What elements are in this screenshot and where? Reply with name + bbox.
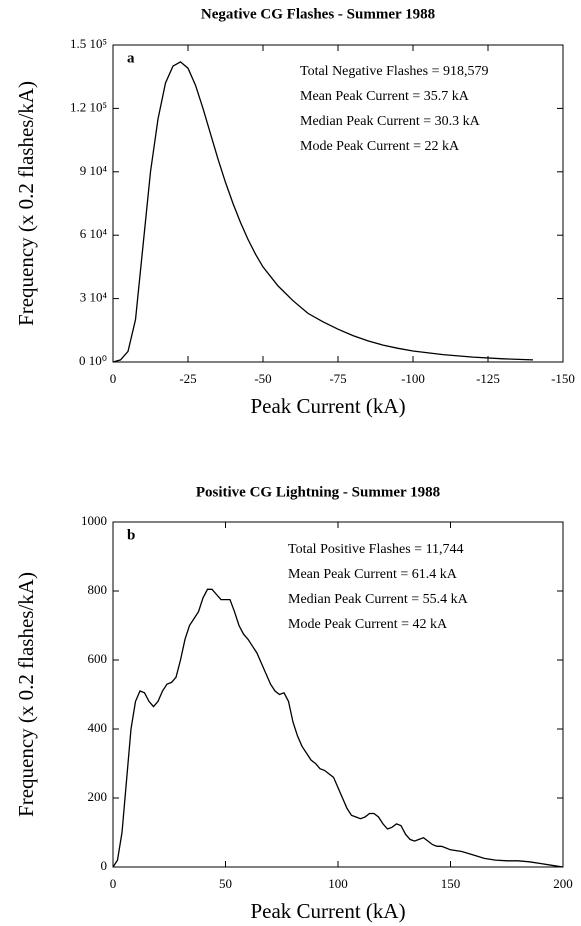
y-tick-label: 6 10⁴ [80, 226, 108, 241]
x-tick-label: 150 [441, 876, 461, 891]
y-tick-label: 3 10⁴ [80, 290, 108, 305]
y-tick-label: 400 [88, 720, 108, 735]
x-tick-label: -50 [254, 371, 271, 386]
x-tick-label: -150 [551, 371, 575, 386]
y-tick-label: 0 10⁰ [79, 353, 107, 368]
y-tick-label: 600 [88, 651, 108, 666]
y-tick-label: 200 [88, 789, 108, 804]
x-tick-label: -75 [329, 371, 346, 386]
panel-label: b [127, 527, 135, 543]
x-tick-label: -100 [401, 371, 425, 386]
y-tick-label: 1000 [81, 513, 107, 528]
annotation: Total Positive Flashes = 11,744 [288, 542, 464, 557]
panel-label: a [127, 50, 135, 66]
data-line [112, 588, 564, 868]
x-tick-label: 50 [219, 876, 232, 891]
annotation: Mean Peak Current = 35.7 kA [300, 89, 470, 104]
chart-title: Negative CG Flashes - Summer 1988 [201, 6, 435, 22]
y-tick-label: 0 [101, 858, 108, 873]
annotation: Median Peak Current = 30.3 kA [300, 114, 481, 129]
y-tick-label: 1.2 10⁵ [70, 99, 107, 114]
x-axis-title: Peak Current (kA) [250, 899, 405, 923]
x-axis-title: Peak Current (kA) [250, 394, 405, 418]
x-tick-label: 0 [110, 876, 117, 891]
annotation: Mean Peak Current = 61.4 kA [288, 567, 458, 582]
x-tick-label: 0 [110, 371, 117, 386]
annotation: Mode Peak Current = 22 kA [300, 139, 460, 154]
y-axis-title: Frequency (x 0.2 flashes/kA) [14, 572, 38, 817]
x-tick-label: 200 [553, 876, 573, 891]
x-tick-label: -125 [476, 371, 500, 386]
annotation: Median Peak Current = 55.4 kA [288, 592, 469, 607]
y-tick-label: 1.5 10⁵ [70, 36, 107, 51]
annotation: Mode Peak Current = 42 kA [288, 617, 448, 632]
y-tick-label: 800 [88, 582, 108, 597]
chart-title: Positive CG Lightning - Summer 1988 [196, 484, 440, 500]
data-line [112, 61, 534, 363]
y-axis-title: Frequency (x 0.2 flashes/kA) [14, 81, 38, 326]
x-tick-label: -25 [179, 371, 196, 386]
x-tick-label: 100 [328, 876, 348, 891]
annotation: Total Negative Flashes = 918,579 [300, 64, 489, 79]
y-tick-label: 9 10⁴ [80, 163, 108, 178]
